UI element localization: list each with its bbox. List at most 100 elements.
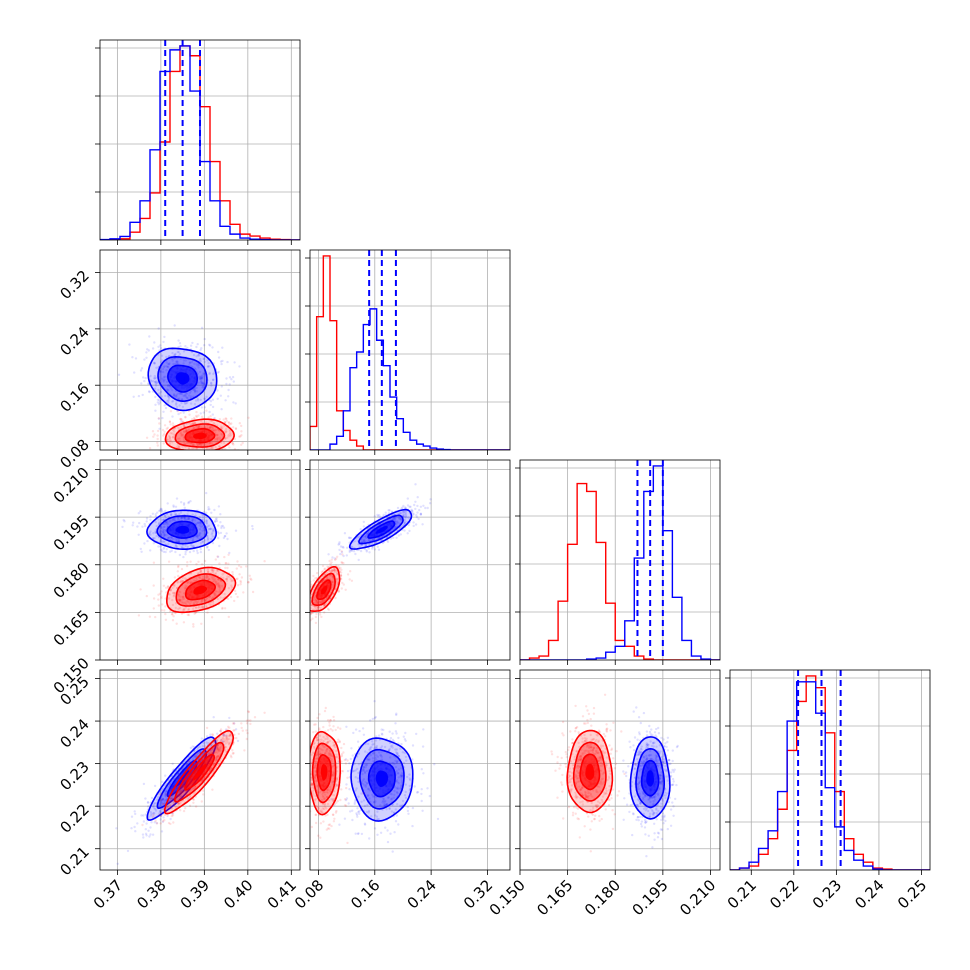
scatter-point bbox=[372, 545, 375, 549]
scatter-point bbox=[378, 514, 381, 517]
scatter-point bbox=[199, 376, 202, 379]
scatter-point bbox=[166, 806, 170, 809]
scatter-point bbox=[220, 739, 223, 742]
scatter-point bbox=[321, 570, 325, 573]
scatter-point bbox=[358, 812, 361, 815]
scatter-point bbox=[220, 362, 223, 366]
scatter-point bbox=[214, 428, 217, 431]
scatter-point bbox=[218, 418, 221, 421]
scatter-point bbox=[405, 759, 408, 762]
scatter-point bbox=[225, 382, 228, 386]
scatter-point bbox=[168, 436, 172, 439]
scatter-point bbox=[214, 431, 217, 434]
scatter-point bbox=[345, 797, 349, 800]
scatter-point bbox=[199, 550, 203, 554]
scatter-point bbox=[116, 862, 119, 865]
scatter-point bbox=[240, 576, 244, 579]
scatter-point bbox=[149, 826, 152, 829]
scatter-point bbox=[176, 426, 179, 429]
scatter-point bbox=[161, 603, 164, 606]
scatter-point bbox=[384, 826, 387, 829]
scatter-point bbox=[348, 549, 351, 552]
scatter-point bbox=[194, 754, 197, 757]
scatter-point bbox=[142, 814, 145, 817]
scatter-point bbox=[306, 594, 308, 596]
scatter-point bbox=[201, 605, 204, 609]
scatter-point bbox=[217, 754, 220, 758]
scatter-point bbox=[374, 715, 377, 719]
scatter-point bbox=[223, 592, 226, 596]
contour-line-red bbox=[165, 566, 237, 614]
scatter-point bbox=[375, 746, 378, 749]
scatter-point bbox=[169, 799, 172, 803]
scatter-point bbox=[147, 805, 150, 808]
scatter-point bbox=[215, 746, 218, 749]
scatter-point bbox=[153, 433, 156, 436]
scatter-point bbox=[206, 453, 208, 455]
scatter-point bbox=[215, 519, 219, 523]
scatter-point bbox=[231, 570, 234, 574]
scatter-point bbox=[315, 599, 318, 602]
scatter-point bbox=[195, 443, 199, 446]
scatter-point bbox=[316, 571, 319, 575]
scatter-point bbox=[227, 553, 230, 556]
scatter-point bbox=[408, 773, 411, 776]
scatter-point bbox=[232, 722, 236, 725]
scatter-point bbox=[429, 498, 432, 501]
scatter-point bbox=[162, 577, 165, 580]
scatter-point bbox=[351, 809, 354, 812]
scatter-point bbox=[145, 520, 148, 523]
scatter-point bbox=[152, 532, 155, 535]
scatter-point bbox=[396, 781, 399, 784]
scatter-point bbox=[132, 521, 135, 524]
histogram-red-1 bbox=[310, 255, 510, 450]
scatter-point bbox=[216, 438, 219, 442]
scatter-point bbox=[156, 511, 159, 514]
scatter-point bbox=[399, 773, 402, 777]
scatter-point bbox=[211, 531, 214, 534]
scatter-point bbox=[166, 585, 170, 588]
scatter-point bbox=[170, 787, 173, 791]
scatter-point bbox=[185, 564, 189, 568]
scatter-point bbox=[316, 601, 320, 604]
scatter-point bbox=[227, 434, 230, 437]
scatter-point bbox=[216, 530, 219, 534]
scatter-point bbox=[142, 782, 146, 786]
scatter-point bbox=[186, 346, 189, 350]
scatter-point bbox=[406, 497, 409, 500]
histogram-panel-0 bbox=[95, 39, 301, 245]
scatter-point bbox=[172, 505, 175, 508]
scatter-point bbox=[419, 513, 423, 516]
contour-line-blue bbox=[367, 520, 396, 539]
scatter-point bbox=[208, 410, 211, 414]
scatter-point bbox=[158, 401, 161, 404]
scatter-point bbox=[159, 798, 163, 802]
scatter-point bbox=[391, 518, 394, 521]
scatter-point bbox=[348, 762, 351, 765]
scatter-point bbox=[157, 518, 160, 521]
scatter-point bbox=[143, 522, 146, 526]
scatter-point bbox=[192, 388, 195, 391]
scatter-point bbox=[226, 537, 229, 541]
scatter-point bbox=[222, 572, 225, 575]
scatter-point bbox=[163, 424, 167, 427]
scatter-point bbox=[171, 389, 174, 392]
scatter-point bbox=[197, 414, 200, 417]
scatter-point bbox=[357, 536, 360, 539]
scatter-point bbox=[212, 751, 216, 755]
scatter-point bbox=[164, 794, 167, 797]
scatter-point bbox=[420, 792, 423, 796]
scatter-point bbox=[171, 603, 175, 607]
scatter-point bbox=[178, 342, 182, 345]
scatter-point bbox=[162, 803, 165, 806]
scatter-point bbox=[159, 370, 162, 373]
scatter-point bbox=[201, 381, 204, 384]
scatter-point bbox=[201, 540, 204, 543]
scatter-point bbox=[193, 367, 196, 370]
scatter-point bbox=[331, 581, 334, 584]
scatter-point bbox=[240, 430, 243, 433]
scatter-point bbox=[354, 789, 357, 792]
scatter-point bbox=[376, 513, 379, 517]
scatter-point bbox=[162, 584, 166, 587]
scatter-point bbox=[161, 368, 165, 371]
